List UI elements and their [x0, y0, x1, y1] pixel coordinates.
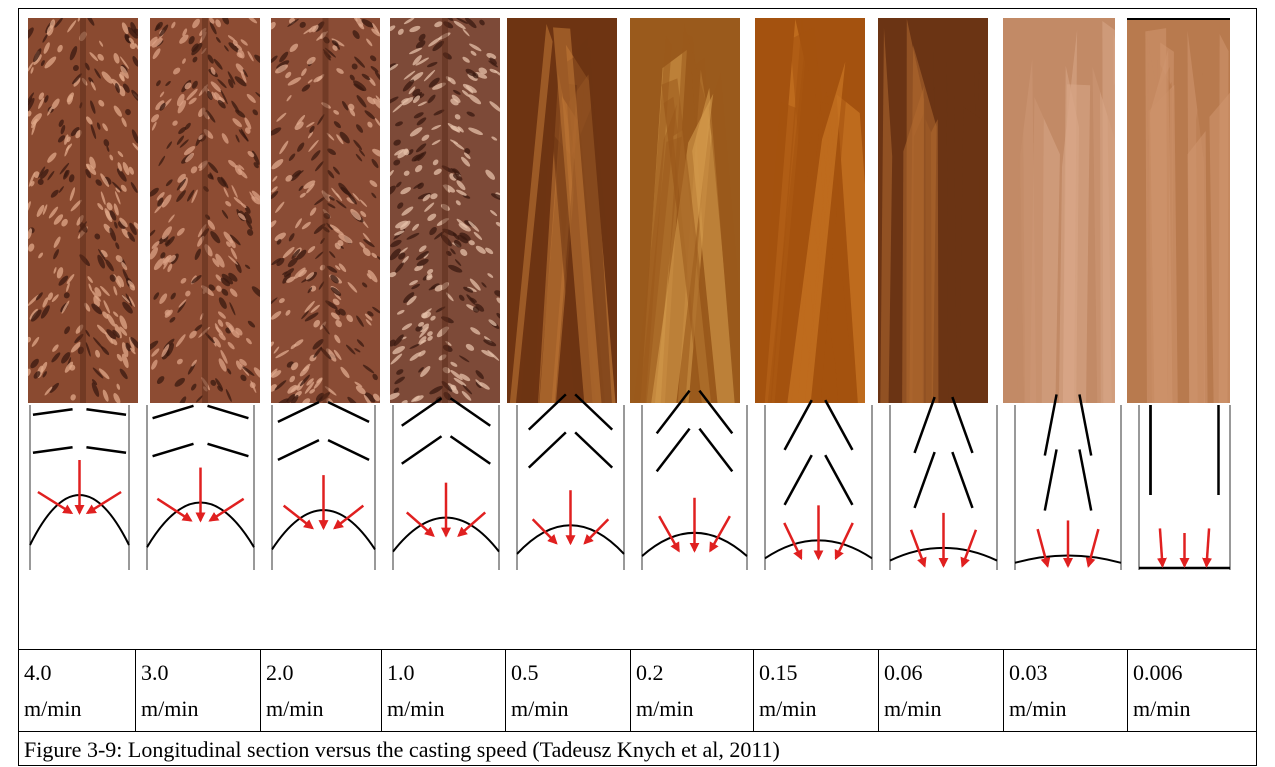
- grain-dash: [153, 444, 194, 456]
- grain: [1102, 21, 1121, 403]
- arrow: [659, 516, 679, 551]
- arrow: [1207, 528, 1210, 566]
- grain: [1017, 41, 1044, 403]
- unit: m/min: [141, 696, 198, 721]
- micrograph: [384, 16, 506, 570]
- grain: [931, 119, 938, 403]
- grain-dash: [657, 429, 690, 472]
- unit: m/min: [636, 696, 693, 721]
- grain: [1188, 131, 1208, 403]
- arrow: [1038, 529, 1048, 566]
- speed: 0.03: [1009, 660, 1048, 685]
- grain-dash: [278, 440, 319, 460]
- grain-dash: [33, 447, 73, 453]
- speed: 1.0: [387, 660, 415, 685]
- unit: m/min: [266, 696, 323, 721]
- grain-dash: [529, 432, 566, 467]
- grain-dash: [952, 397, 972, 453]
- grain-dash: [915, 397, 935, 453]
- grain-dash: [785, 400, 812, 450]
- speed: 3.0: [141, 660, 169, 685]
- arrow: [210, 499, 244, 521]
- grain: [1209, 87, 1239, 403]
- micrograph: [507, 18, 625, 570]
- grain-dash: [86, 409, 126, 415]
- texture: [1016, 21, 1137, 403]
- arrow: [1160, 528, 1163, 566]
- arrow: [335, 506, 364, 528]
- micrograph: [630, 18, 749, 570]
- unit: m/min: [24, 696, 81, 721]
- grain-dash: [1079, 394, 1091, 455]
- speed: 0.15: [759, 660, 798, 685]
- speed: 2.0: [266, 660, 294, 685]
- arrow: [710, 516, 730, 551]
- grain-dash: [153, 406, 194, 418]
- grain-dash: [699, 429, 732, 472]
- arrow: [585, 519, 609, 543]
- unit: m/min: [1009, 696, 1066, 721]
- centerline: [323, 18, 329, 403]
- grain-dash: [328, 440, 369, 460]
- caption: Figure 3-9: Longitudinal section versus …: [24, 737, 780, 762]
- unit: m/min: [387, 696, 444, 721]
- grain-dash: [328, 402, 369, 422]
- page: Figure 3-9: Longitudinal section versus …: [0, 0, 1275, 767]
- arrow: [836, 523, 853, 558]
- grain-dash: [825, 400, 852, 450]
- speed: 0.006: [1133, 660, 1183, 685]
- grain-dash: [1045, 449, 1057, 510]
- grain-dash: [207, 406, 248, 418]
- centerline: [80, 18, 86, 403]
- micrograph: [144, 13, 266, 570]
- unit: m/min: [511, 696, 568, 721]
- arrow: [284, 506, 313, 528]
- unit: m/min: [759, 696, 816, 721]
- arrow: [1088, 529, 1098, 566]
- arrow: [157, 499, 191, 521]
- arrow: [911, 530, 925, 566]
- micrograph: [22, 12, 143, 570]
- speed: 0.06: [884, 660, 923, 685]
- unit: m/min: [884, 696, 941, 721]
- micrograph: [1003, 18, 1137, 570]
- grain-dash: [575, 432, 612, 467]
- arrow: [962, 530, 976, 566]
- micrograph: [878, 18, 1003, 570]
- unit: m/min: [1133, 696, 1190, 721]
- micrograph: [755, 18, 881, 570]
- grain-dash: [785, 455, 812, 505]
- arrow: [88, 492, 122, 513]
- figure: Figure 3-9: Longitudinal section versus …: [0, 0, 1275, 767]
- centerline: [202, 18, 208, 403]
- grain-dash: [1079, 449, 1091, 510]
- grain-dash: [33, 409, 73, 415]
- arrow: [784, 523, 801, 558]
- centerline: [442, 18, 448, 403]
- grain-dash: [86, 447, 126, 453]
- arrow: [533, 519, 557, 543]
- speed: 0.2: [636, 660, 664, 685]
- grain-dash: [915, 452, 935, 508]
- speed: 0.5: [511, 660, 539, 685]
- grain-dash: [825, 455, 852, 505]
- grain-dash: [402, 436, 442, 463]
- grain-dash: [1045, 394, 1057, 455]
- speed: 4.0: [24, 660, 52, 685]
- grain-dash: [207, 444, 248, 456]
- grain-dash: [952, 452, 972, 508]
- micrograph: [1127, 18, 1239, 570]
- micrograph: [265, 15, 386, 570]
- grain-dash: [451, 436, 491, 463]
- arrow: [38, 492, 72, 513]
- grain-dash: [278, 402, 319, 422]
